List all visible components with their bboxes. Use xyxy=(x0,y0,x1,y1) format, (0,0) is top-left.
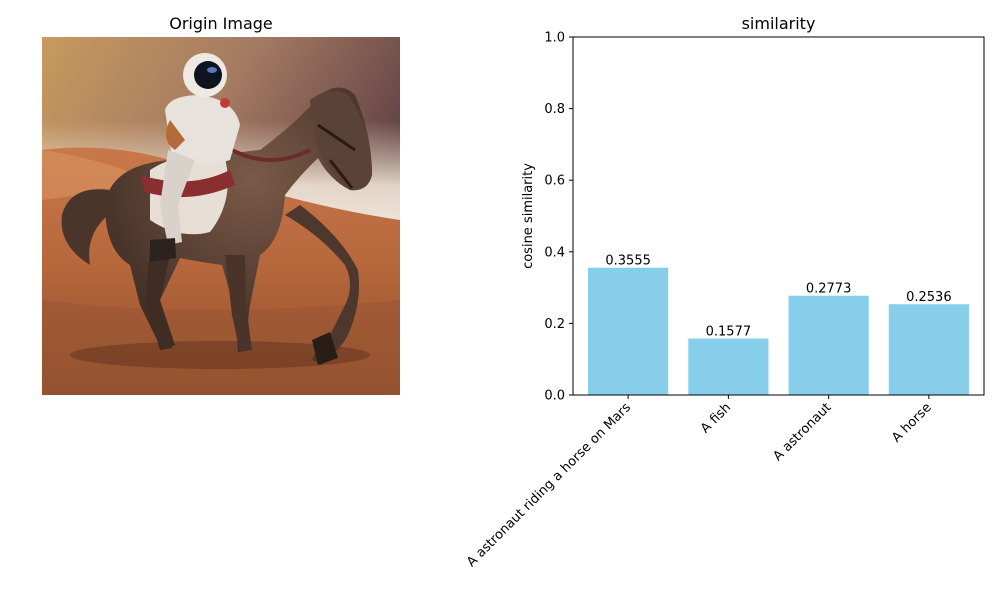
bar-value-label-2: 0.2773 xyxy=(806,282,852,297)
bar-value-label-0: 0.3555 xyxy=(605,254,651,269)
y-tick-label-0: 0.0 xyxy=(544,389,565,404)
x-tick-label-1: A fish xyxy=(698,400,734,436)
value-labels-layer: 0.3555 0.1577 0.2773 0.2536 xyxy=(605,254,951,340)
y-tick-label-3: 0.6 xyxy=(544,174,565,189)
bar-value-label-1: 0.1577 xyxy=(706,325,752,340)
bar-3 xyxy=(888,304,969,395)
y-ticks-layer: 0.0 0.2 0.4 0.6 0.8 1.0 xyxy=(544,31,573,404)
bar-value-label-3: 0.2536 xyxy=(906,290,952,305)
bars-layer xyxy=(588,267,969,395)
y-tick-label-5: 1.0 xyxy=(544,31,565,46)
bar-2 xyxy=(788,295,869,395)
left-panel-title: Origin Image xyxy=(169,14,273,33)
chart-title: similarity xyxy=(742,14,816,33)
similarity-bar-chart: similarity cosine similarity 0.3555 0.157… xyxy=(464,14,985,570)
x-tick-label-3: A horse xyxy=(889,400,934,445)
x-tick-label-0: A astronaut riding a horse on Mars xyxy=(464,400,634,570)
bar-1 xyxy=(688,338,769,395)
bar-0 xyxy=(588,267,669,395)
y-tick-label-1: 0.2 xyxy=(544,317,565,332)
x-tick-label-2: A astronaut xyxy=(771,400,835,464)
astronaut-horse-image xyxy=(42,37,400,395)
axes-frame xyxy=(572,36,985,396)
y-tick-label-2: 0.4 xyxy=(544,245,565,260)
y-axis-label: cosine similarity xyxy=(521,163,536,269)
x-ticks-layer: A astronaut riding a horse on Mars A fish… xyxy=(464,395,935,570)
y-tick-label-4: 0.8 xyxy=(544,102,565,117)
